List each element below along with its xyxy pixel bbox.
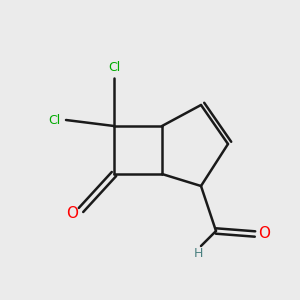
- Text: H: H: [193, 247, 203, 260]
- Text: O: O: [258, 226, 270, 242]
- Text: Cl: Cl: [48, 113, 60, 127]
- Text: O: O: [67, 206, 79, 220]
- Text: Cl: Cl: [108, 61, 120, 74]
